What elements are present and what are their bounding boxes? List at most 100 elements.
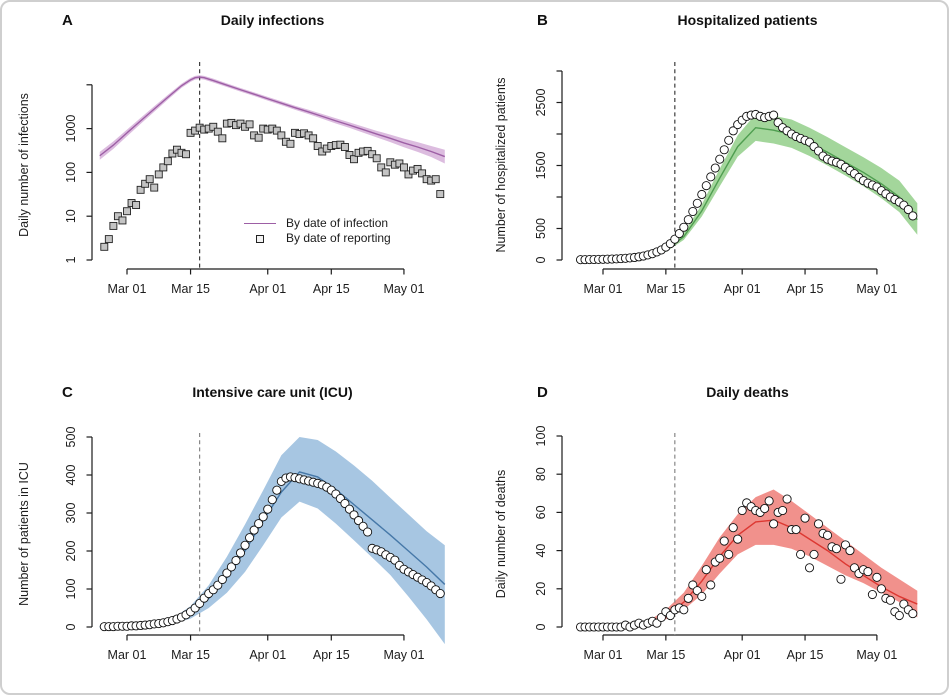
data-point <box>245 533 255 543</box>
data-point <box>845 546 855 556</box>
x-tick-label: Mar 01 <box>108 282 147 296</box>
data-point <box>782 494 792 504</box>
data-point <box>218 134 227 143</box>
x-tick-label: Mar 15 <box>646 648 685 662</box>
reported-point-icon <box>256 234 264 243</box>
x-tick-label: Apr 15 <box>787 282 824 296</box>
panel-title-daily-infections: Daily infections <box>220 12 325 28</box>
data-point <box>267 495 277 505</box>
series-group <box>576 433 918 635</box>
data-point <box>145 175 154 184</box>
y-tick-label: 20 <box>534 582 548 596</box>
data-point <box>728 523 738 533</box>
x-tick-label: Mar 15 <box>171 648 210 662</box>
data-point <box>778 505 788 516</box>
data-point <box>235 548 246 558</box>
y-tick-label: 2500 <box>534 89 548 117</box>
data-point <box>226 562 236 572</box>
data-point <box>800 513 810 523</box>
x-tick-label: Mar 01 <box>584 648 623 662</box>
y-tick-label: 1000 <box>64 115 78 143</box>
panel-title-hospitalized: Hospitalized patients <box>677 12 818 28</box>
data-point <box>701 181 711 191</box>
data-point <box>719 536 729 546</box>
x-tick-label: Mar 15 <box>171 282 210 296</box>
data-point <box>733 534 743 544</box>
panel-icu: Mar 01 Mar 15 Apr 01 Apr 15 May 01 0 100 200 300… <box>0 348 475 695</box>
data-point <box>263 504 273 514</box>
data-point <box>431 175 440 184</box>
y-tick-label: 80 <box>534 467 548 481</box>
x-tick-label: Apr 01 <box>724 282 761 296</box>
data-point <box>688 206 698 217</box>
data-point <box>213 127 222 136</box>
series-group <box>99 433 446 644</box>
data-point <box>209 122 218 131</box>
data-point <box>804 563 815 573</box>
data-point <box>313 142 322 150</box>
data-point <box>350 155 358 164</box>
data-point <box>377 163 386 172</box>
data-point <box>724 135 734 145</box>
y-tick-label: 200 <box>64 541 78 562</box>
data-point <box>272 126 281 135</box>
series-group <box>576 62 918 269</box>
credible-band <box>576 489 918 627</box>
panel-letter-b: B <box>537 12 548 29</box>
data-point <box>132 201 141 209</box>
data-point <box>222 568 232 578</box>
data-point <box>277 131 286 140</box>
x-tick-label: May 01 <box>383 648 424 662</box>
data-point <box>436 190 445 199</box>
y-tick-label: 0 <box>534 256 548 263</box>
y-tick-label: 100 <box>64 162 78 183</box>
y-axis-label-daily-infections: Daily number of infections <box>17 93 31 237</box>
data-point <box>796 549 806 559</box>
x-axis: Mar 01 Mar 15 Apr 01 Apr 15 May 01 <box>584 634 897 662</box>
x-tick-label: Apr 01 <box>724 648 761 662</box>
data-point <box>231 555 241 566</box>
data-point <box>254 133 263 142</box>
data-point <box>182 150 190 159</box>
data-point <box>719 145 729 155</box>
data-point <box>100 242 109 251</box>
data-point <box>737 505 747 516</box>
data-point <box>272 485 282 495</box>
panel-letter-c: C <box>62 384 73 401</box>
data-point <box>822 530 833 540</box>
data-point <box>113 212 122 221</box>
panel-daily-deaths: Mar 01 Mar 15 Apr 01 Apr 15 May 01 0 20 40 60 80 1… <box>475 348 949 695</box>
credible-band <box>99 437 445 644</box>
panel-title-icu: Intensive care unit (ICU) <box>192 384 353 400</box>
data-point <box>831 544 842 554</box>
legend-row-model: By date of infection <box>243 216 391 231</box>
credible-band <box>576 113 918 260</box>
data-point <box>836 574 846 584</box>
observed-points <box>576 494 918 632</box>
data-point <box>123 207 131 216</box>
series-group <box>99 62 446 269</box>
data-point <box>710 163 720 173</box>
y-axis-label-daily-deaths: Daily number of deaths <box>494 469 508 599</box>
data-point <box>791 525 801 535</box>
data-point <box>863 567 873 577</box>
x-tick-label: Apr 01 <box>249 282 286 296</box>
data-point <box>340 143 349 151</box>
plot-canvas-icu: Mar 01 Mar 15 Apr 01 Apr 15 May 01 0 100 200 300… <box>64 427 446 662</box>
data-point <box>136 185 145 194</box>
plot-canvas-hospitalized: Mar 01 Mar 15 Apr 01 Apr 15 May 01 0 500 1500 25… <box>534 62 918 296</box>
y-tick-label: 0 <box>534 623 548 630</box>
legend-square-swatch <box>243 234 277 243</box>
y-tick-label: 500 <box>64 427 78 448</box>
x-axis: Mar 01 Mar 15 Apr 01 Apr 15 May 01 <box>108 634 424 662</box>
data-point <box>683 593 693 603</box>
legend-label-reporting: By date of reporting <box>286 231 391 245</box>
plot-canvas-daily-infections: Mar 01 Mar 15 Apr 01 Apr 15 May 01 1 10 100 1000 <box>64 62 446 296</box>
data-point <box>286 139 295 148</box>
legend: By date of infection By date of reportin… <box>243 216 391 246</box>
data-point <box>715 553 725 563</box>
data-point <box>413 164 422 173</box>
x-tick-label: Apr 01 <box>249 648 286 662</box>
panel-title-daily-deaths: Daily deaths <box>706 384 789 400</box>
data-point <box>150 183 159 192</box>
